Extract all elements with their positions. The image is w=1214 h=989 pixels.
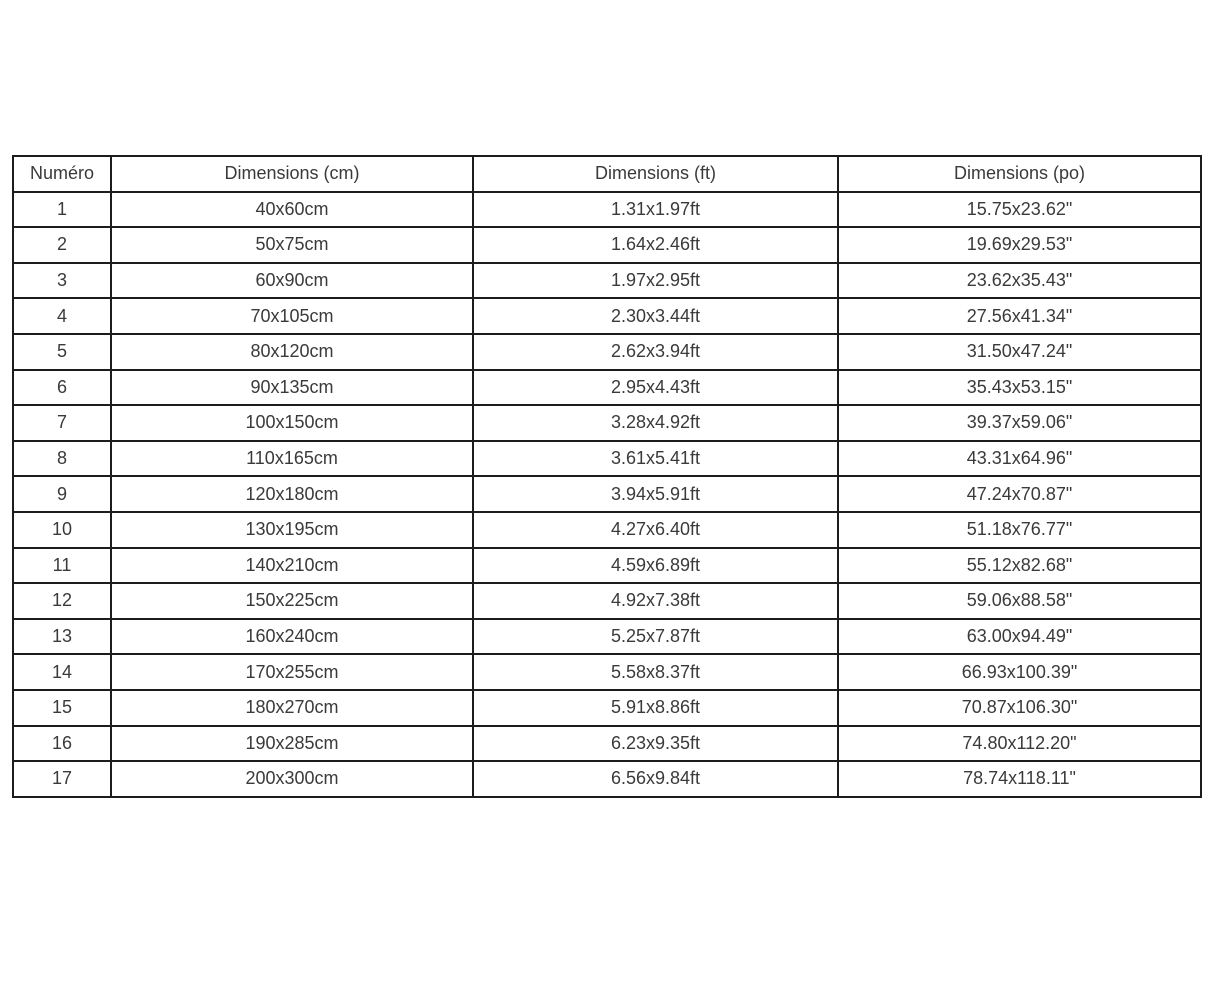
table-cell: 4.59x6.89ft	[472, 546, 839, 585]
table-cell: 5	[12, 332, 112, 371]
dimensions-table: Numéro Dimensions (cm) Dimensions (ft) D…	[12, 155, 1202, 798]
table-cell: 2.95x4.43ft	[472, 368, 839, 407]
table-cell: 43.31x64.96"	[837, 439, 1202, 478]
table-cell: 90x135cm	[110, 368, 474, 407]
table-cell: 59.06x88.58"	[837, 582, 1202, 620]
table-cell: 35.43x53.15"	[837, 368, 1202, 407]
table-row: 5 80x120cm 2.62x3.94ft 31.50x47.24"	[12, 332, 1202, 371]
table-cell: 1	[12, 190, 112, 229]
table-row: 7 100x150cm 3.28x4.92ft 39.37x59.06"	[12, 404, 1202, 442]
table-cell: 15	[12, 688, 112, 727]
table-row: 4 70x105cm 2.30x3.44ft 27.56x41.34"	[12, 297, 1202, 335]
table-cell: 74.80x112.20"	[837, 724, 1202, 763]
table-cell: 190x285cm	[110, 724, 474, 763]
table-row: 1 40x60cm 1.31x1.97ft 15.75x23.62"	[12, 190, 1202, 229]
table-row: 12 150x225cm 4.92x7.38ft 59.06x88.58"	[12, 582, 1202, 620]
table-cell: 4	[12, 297, 112, 335]
table-row: 14 170x255cm 5.58x8.37ft 66.93x100.39"	[12, 653, 1202, 691]
table-row: 6 90x135cm 2.95x4.43ft 35.43x53.15"	[12, 368, 1202, 407]
table-cell: 200x300cm	[110, 760, 474, 798]
table-cell: 78.74x118.11"	[837, 760, 1202, 798]
table-row: 3 60x90cm 1.97x2.95ft 23.62x35.43"	[12, 261, 1202, 300]
table-row: 8 110x165cm 3.61x5.41ft 43.31x64.96"	[12, 439, 1202, 478]
table-cell: 13	[12, 617, 112, 656]
table-cell: 170x255cm	[110, 653, 474, 691]
table-cell: 70.87x106.30"	[837, 688, 1202, 727]
table-cell: 15.75x23.62"	[837, 190, 1202, 229]
table-cell: 16	[12, 724, 112, 763]
table-cell: 2	[12, 226, 112, 264]
table-cell: 9	[12, 475, 112, 513]
table-cell: 17	[12, 760, 112, 798]
table-cell: 60x90cm	[110, 261, 474, 300]
table-cell: 2.30x3.44ft	[472, 297, 839, 335]
table-cell: 180x270cm	[110, 688, 474, 727]
header-numero: Numéro	[12, 155, 112, 193]
table-cell: 8	[12, 439, 112, 478]
table-cell: 19.69x29.53"	[837, 226, 1202, 264]
table-cell: 47.24x70.87"	[837, 475, 1202, 513]
table-cell: 40x60cm	[110, 190, 474, 229]
table-row: 17 200x300cm 6.56x9.84ft 78.74x118.11"	[12, 760, 1202, 798]
table-cell: 6.56x9.84ft	[472, 760, 839, 798]
table-cell: 3	[12, 261, 112, 300]
table-cell: 5.91x8.86ft	[472, 688, 839, 727]
table-row: 2 50x75cm 1.64x2.46ft 19.69x29.53"	[12, 226, 1202, 264]
table-cell: 11	[12, 546, 112, 585]
header-dimensions-ft: Dimensions (ft)	[472, 155, 839, 193]
table-row: 11 140x210cm 4.59x6.89ft 55.12x82.68"	[12, 546, 1202, 585]
table-cell: 3.28x4.92ft	[472, 404, 839, 442]
table-cell: 160x240cm	[110, 617, 474, 656]
table-row: 9 120x180cm 3.94x5.91ft 47.24x70.87"	[12, 475, 1202, 513]
table-cell: 6	[12, 368, 112, 407]
table-cell: 3.94x5.91ft	[472, 475, 839, 513]
table-row: 15 180x270cm 5.91x8.86ft 70.87x106.30"	[12, 688, 1202, 727]
table-cell: 1.64x2.46ft	[472, 226, 839, 264]
table-cell: 150x225cm	[110, 582, 474, 620]
table-header: Numéro Dimensions (cm) Dimensions (ft) D…	[12, 155, 1202, 193]
header-dimensions-cm: Dimensions (cm)	[110, 155, 474, 193]
table-cell: 1.97x2.95ft	[472, 261, 839, 300]
table-cell: 110x165cm	[110, 439, 474, 478]
table-cell: 27.56x41.34"	[837, 297, 1202, 335]
table-cell: 2.62x3.94ft	[472, 332, 839, 371]
table-cell: 23.62x35.43"	[837, 261, 1202, 300]
table-cell: 50x75cm	[110, 226, 474, 264]
table-body: 1 40x60cm 1.31x1.97ft 15.75x23.62" 2 50x75cm 1…	[12, 190, 1202, 798]
table-cell: 120x180cm	[110, 475, 474, 513]
table-cell: 100x150cm	[110, 404, 474, 442]
header-dimensions-po: Dimensions (po)	[837, 155, 1202, 193]
table-cell: 51.18x76.77"	[837, 510, 1202, 549]
table-cell: 80x120cm	[110, 332, 474, 371]
table-row: 10 130x195cm 4.27x6.40ft 51.18x76.77"	[12, 510, 1202, 549]
table-cell: 12	[12, 582, 112, 620]
table-cell: 66.93x100.39"	[837, 653, 1202, 691]
table-cell: 3.61x5.41ft	[472, 439, 839, 478]
table-cell: 5.58x8.37ft	[472, 653, 839, 691]
table-row: 13 160x240cm 5.25x7.87ft 63.00x94.49"	[12, 617, 1202, 656]
table-cell: 4.27x6.40ft	[472, 510, 839, 549]
table-cell: 55.12x82.68"	[837, 546, 1202, 585]
table-cell: 63.00x94.49"	[837, 617, 1202, 656]
table-row: 16 190x285cm 6.23x9.35ft 74.80x112.20"	[12, 724, 1202, 763]
table-cell: 39.37x59.06"	[837, 404, 1202, 442]
table-cell: 7	[12, 404, 112, 442]
table-cell: 1.31x1.97ft	[472, 190, 839, 229]
table-cell: 10	[12, 510, 112, 549]
table-cell: 5.25x7.87ft	[472, 617, 839, 656]
table-cell: 70x105cm	[110, 297, 474, 335]
table-cell: 14	[12, 653, 112, 691]
header-row: Numéro Dimensions (cm) Dimensions (ft) D…	[12, 155, 1202, 193]
table-cell: 140x210cm	[110, 546, 474, 585]
table-cell: 4.92x7.38ft	[472, 582, 839, 620]
table-cell: 6.23x9.35ft	[472, 724, 839, 763]
table-cell: 130x195cm	[110, 510, 474, 549]
table-cell: 31.50x47.24"	[837, 332, 1202, 371]
